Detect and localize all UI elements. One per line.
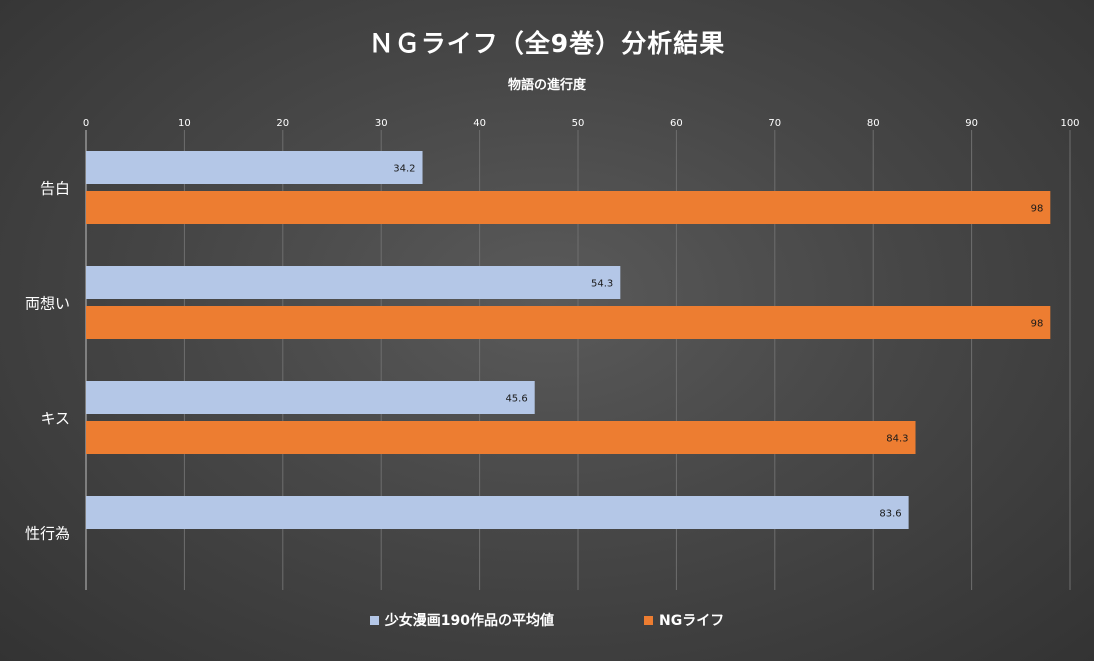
category-label: キス xyxy=(40,410,70,428)
x-tick-label: 0 xyxy=(83,118,89,129)
data-label: 54.3 xyxy=(591,279,613,290)
data-label: 98 xyxy=(1031,319,1044,330)
x-tick-label: 60 xyxy=(670,118,683,129)
x-tick-label: 30 xyxy=(375,118,388,129)
bar xyxy=(86,381,535,414)
x-tick-label: 10 xyxy=(178,118,191,129)
legend-swatch-average xyxy=(369,615,379,625)
bar xyxy=(86,191,1051,224)
bar xyxy=(86,266,621,299)
data-label: 98 xyxy=(1031,204,1044,215)
bar xyxy=(86,306,1051,339)
x-tick-label: 20 xyxy=(276,118,289,129)
data-label: 84.3 xyxy=(886,434,908,445)
x-tick-label: 90 xyxy=(965,118,978,129)
category-label: 両想い xyxy=(25,295,70,313)
chart-legend: 少女漫画190作品の平均値 NGライフ xyxy=(0,610,1094,630)
legend-swatch-ng-life xyxy=(644,615,653,625)
chart-title: ＮＧライフ（全9巻）分析結果 xyxy=(368,29,726,58)
legend-item-ng-life: NGライフ xyxy=(644,610,724,630)
legend-label-average: 少女漫画190作品の平均値 xyxy=(384,613,554,629)
bar xyxy=(86,496,909,529)
x-tick-label: 100 xyxy=(1060,118,1079,129)
x-tick-label: 50 xyxy=(572,118,585,129)
data-label: 45.6 xyxy=(505,394,527,405)
bar xyxy=(86,151,423,184)
legend-label-ng-life: NGライフ xyxy=(659,613,725,629)
x-tick-label: 40 xyxy=(473,118,486,129)
legend-item-average: 少女漫画190作品の平均値 xyxy=(369,610,554,630)
category-label: 告白 xyxy=(40,180,70,198)
x-tick-label: 70 xyxy=(768,118,781,129)
x-axis-title: 物語の進行度 xyxy=(507,78,586,93)
x-tick-label: 80 xyxy=(867,118,880,129)
bar xyxy=(86,421,916,454)
data-label: 83.6 xyxy=(879,509,901,520)
data-label: 34.2 xyxy=(393,164,415,175)
category-label: 性行為 xyxy=(25,525,70,543)
